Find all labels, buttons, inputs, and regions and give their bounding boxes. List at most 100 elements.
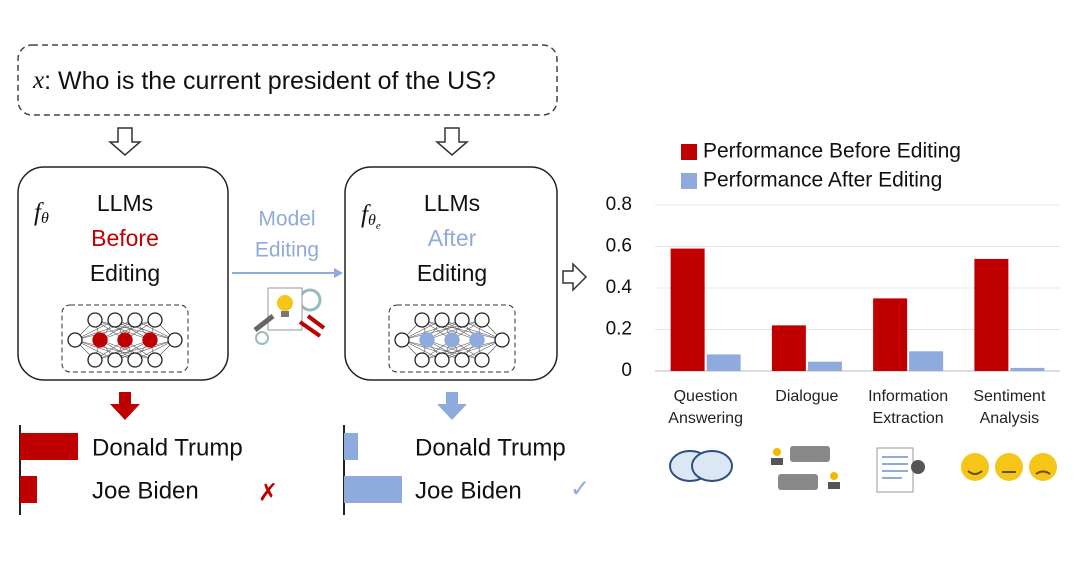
output-bar (344, 433, 358, 460)
neuron (127, 312, 143, 328)
edit-arrow-head (334, 268, 343, 278)
neuron (454, 352, 470, 368)
subsubscript: e (376, 220, 381, 232)
neuron (474, 312, 490, 328)
query-variable: x (32, 67, 44, 94)
extraction-icon (876, 447, 925, 493)
neuron (434, 352, 450, 368)
model-line: Before (91, 225, 159, 251)
x-tick-label: Question Answering (668, 388, 743, 427)
right-arrow (562, 262, 588, 292)
answer: Donald Trump (415, 434, 566, 461)
symbol: f (361, 201, 371, 228)
y-tick-label: 0.4 (606, 277, 633, 298)
network-box (61, 304, 189, 373)
query: x: Who is the current president of the U… (32, 67, 496, 95)
bar (873, 298, 908, 371)
x-tick-label: Sentiment Analysis (973, 388, 1046, 427)
bar (807, 361, 842, 371)
neuron (142, 332, 158, 348)
neuron (127, 352, 143, 368)
output-bar (20, 433, 78, 460)
neuron (87, 312, 103, 328)
subscript: θ (41, 210, 49, 227)
neuron (414, 352, 430, 368)
bar (909, 351, 944, 371)
sentiment-icon (961, 453, 1057, 481)
y-tick-label: 0.8 (606, 194, 632, 215)
neuron (454, 312, 470, 328)
answer: Donald Trump (92, 434, 243, 461)
y-tick-label: 0 (621, 360, 632, 381)
network-edge (99, 319, 156, 341)
after-symbol: fθe (361, 201, 381, 232)
output-bar (344, 476, 402, 503)
down-arrow-after (437, 392, 467, 420)
x-tick-label: Dialogue (775, 388, 839, 405)
neuron (87, 352, 103, 368)
model-line: LLMs (424, 190, 480, 216)
bar (706, 354, 741, 371)
bar (771, 325, 806, 371)
down-arrow-before (110, 392, 140, 420)
legend-swatch (681, 144, 697, 160)
neuron (117, 332, 133, 348)
legend-label: Performance Before Editing (703, 140, 961, 163)
neuron (107, 312, 123, 328)
network-edge (421, 319, 478, 341)
down-arrow (107, 127, 143, 156)
neuron (147, 312, 163, 328)
neuron (167, 332, 183, 348)
neuron (107, 352, 123, 368)
network-edge (421, 339, 478, 361)
legend-swatch (681, 173, 697, 189)
subscript: θ (368, 212, 376, 229)
before-symbol: fθ (34, 199, 49, 227)
x-tick-label: Information Extraction (868, 388, 949, 427)
output-bar (20, 476, 37, 503)
before-model-box (17, 166, 229, 381)
network-edge (441, 339, 503, 361)
bar (974, 258, 1009, 371)
neuron (414, 312, 430, 328)
query-box (17, 44, 558, 116)
y-tick-label: 0.6 (606, 236, 632, 257)
model-line: Editing (90, 260, 160, 286)
neuron (67, 332, 83, 348)
neuron (444, 332, 460, 348)
y-tick-label: 0.2 (606, 319, 632, 340)
edit-label: Model (258, 208, 315, 231)
network-edge (401, 319, 463, 341)
bar (670, 248, 705, 371)
answer: Joe Biden (92, 477, 199, 504)
bar (1010, 367, 1045, 371)
network-edge (99, 339, 156, 361)
model-line: Editing (417, 260, 487, 286)
after-model-box (344, 166, 558, 381)
query-text: : Who is the current president of the US… (44, 67, 496, 95)
edit-label: Editing (255, 239, 319, 262)
network-edge (426, 319, 483, 341)
network-edge (114, 339, 176, 361)
answer: Joe Biden (415, 477, 522, 504)
symbol: f (34, 199, 44, 226)
neuron (419, 332, 435, 348)
qa-icon (669, 450, 733, 482)
legend-label: Performance After Editing (703, 169, 942, 192)
model-line: LLMs (97, 190, 153, 216)
verdict: ✗ (258, 479, 278, 506)
neuron (92, 332, 108, 348)
dialogue-icon (771, 446, 840, 490)
neuron (469, 332, 485, 348)
network-edge (94, 319, 151, 341)
model-line: After (428, 225, 477, 251)
verdict: ✓ (570, 475, 590, 502)
down-arrow (434, 127, 470, 156)
network-edge (74, 319, 136, 341)
neuron (474, 352, 490, 368)
network-edge (94, 339, 151, 361)
neuron (434, 312, 450, 328)
network-box (388, 304, 516, 373)
neuron (147, 352, 163, 368)
